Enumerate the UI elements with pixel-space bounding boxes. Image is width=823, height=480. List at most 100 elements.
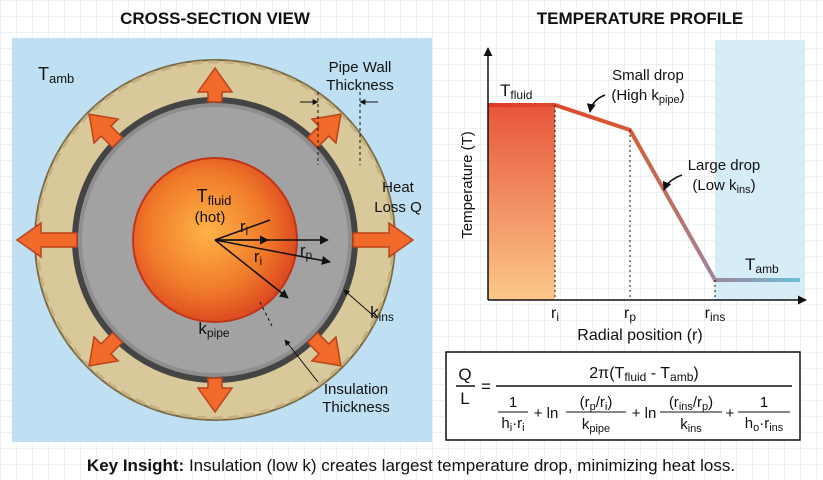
subscript: pipe bbox=[207, 326, 230, 340]
subscript: i bbox=[260, 254, 263, 268]
subscript: fluid bbox=[208, 193, 232, 208]
subscript: ins bbox=[710, 310, 725, 324]
key-insight: Key Insight: Insulation (low k) creates … bbox=[87, 456, 735, 475]
subscript: ins bbox=[688, 423, 703, 435]
text-part: r bbox=[254, 247, 260, 266]
heat-loss-label: Heat bbox=[382, 179, 415, 196]
pipe-wall-label: Thickness bbox=[326, 77, 394, 94]
subscript: amb bbox=[49, 71, 74, 86]
text-part: h bbox=[501, 415, 509, 432]
text-part: ) bbox=[607, 394, 612, 411]
subscript: pipe bbox=[659, 94, 680, 106]
formula-text: 1 bbox=[509, 394, 517, 411]
ambient-zone bbox=[715, 40, 805, 300]
text-part: ) bbox=[693, 365, 698, 382]
x-tick-label: ri bbox=[551, 305, 559, 324]
pointer bbox=[586, 94, 606, 113]
text-part: T bbox=[197, 186, 208, 206]
heat-arrow bbox=[88, 331, 124, 367]
text-part: r bbox=[705, 305, 711, 322]
text-part: r bbox=[240, 217, 246, 236]
x-tick-label: rins bbox=[705, 305, 726, 324]
text-part: ) bbox=[751, 177, 756, 194]
text-part: h bbox=[745, 415, 753, 432]
radius-label: rp bbox=[300, 241, 313, 262]
pointer bbox=[343, 289, 377, 319]
text-part: k bbox=[370, 303, 379, 322]
annotation: (Low kins) bbox=[692, 177, 755, 196]
formula-box bbox=[445, 351, 801, 441]
text-part: k bbox=[198, 319, 207, 338]
subscript: fluid bbox=[510, 88, 532, 102]
text-part: k bbox=[582, 416, 590, 433]
subscript: fluid bbox=[624, 370, 646, 384]
subscript: p bbox=[702, 401, 708, 413]
radius-label: ri bbox=[240, 217, 248, 238]
subscript: i bbox=[510, 422, 512, 434]
pipe-wall-label: Pipe Wall bbox=[329, 59, 392, 76]
text-part: 2π(T bbox=[589, 365, 624, 382]
pointer bbox=[662, 174, 683, 191]
text-part: (r bbox=[669, 394, 679, 411]
subscript: o bbox=[753, 422, 759, 434]
subscript: amb bbox=[670, 370, 694, 384]
fluid-fill bbox=[488, 105, 555, 300]
formula-text: (rp/ri) bbox=[580, 394, 613, 413]
text-part: /r bbox=[693, 394, 702, 411]
heat-arrows bbox=[15, 66, 415, 414]
heat-arrow bbox=[196, 66, 234, 103]
heat-arrow bbox=[352, 221, 415, 259]
heat-arrow bbox=[306, 113, 342, 149]
formula-text: + ln bbox=[632, 405, 657, 422]
conductivity-label: kins bbox=[370, 303, 394, 324]
conductivity-label: kpipe bbox=[198, 319, 230, 340]
subscript: p bbox=[305, 248, 312, 262]
text-part: ) bbox=[708, 394, 713, 411]
text-part: - T bbox=[646, 365, 670, 382]
subscript: pipe bbox=[589, 423, 610, 435]
subscript: i bbox=[246, 224, 249, 238]
subscript: ins bbox=[679, 401, 694, 413]
heat-arrow bbox=[196, 377, 234, 414]
section-title: TEMPERATURE PROFILE bbox=[537, 9, 744, 28]
heat-loss-label: Loss Q bbox=[374, 199, 422, 216]
fluid-temp-label: Tfluid bbox=[197, 186, 232, 208]
subscript: i bbox=[556, 310, 559, 324]
text-part: /r bbox=[596, 394, 605, 411]
fluid-temp-label: Tfluid bbox=[500, 81, 532, 102]
y-axis-label: Temperature (T) bbox=[459, 131, 476, 239]
subscript: ins bbox=[379, 310, 394, 324]
formula-text: 1 bbox=[760, 394, 768, 411]
text-part: ) bbox=[680, 87, 685, 104]
formula-text: + bbox=[726, 405, 735, 422]
radius-line bbox=[214, 239, 331, 265]
heat-arrow bbox=[306, 331, 342, 367]
ambient-temp-label: Tamb bbox=[38, 64, 74, 86]
x-tick-label: rp bbox=[624, 305, 636, 324]
text-part: T bbox=[500, 81, 510, 100]
subscript: ins bbox=[737, 184, 752, 196]
x-axis-label: Radial position (r) bbox=[577, 327, 702, 344]
text-part: ·r bbox=[512, 415, 522, 432]
wall-dim-line bbox=[259, 301, 273, 327]
annotation: Small drop bbox=[612, 67, 684, 84]
formula-text: kins bbox=[680, 416, 702, 435]
formula-text: kpipe bbox=[582, 416, 610, 435]
annotation: Large drop bbox=[688, 157, 761, 174]
subscript: i bbox=[605, 401, 607, 413]
formula-text: ho·rins bbox=[745, 415, 784, 434]
text-part: (High k bbox=[611, 87, 659, 104]
radius-line bbox=[214, 239, 289, 299]
heat-arrow bbox=[15, 221, 78, 259]
insulation-label: Thickness bbox=[322, 399, 390, 416]
formula-text: L bbox=[460, 389, 469, 408]
annotation: (High kpipe) bbox=[611, 87, 684, 106]
text-part: r bbox=[300, 241, 306, 260]
text-part: r bbox=[551, 305, 557, 322]
insight-label: Key Insight: bbox=[87, 456, 184, 475]
text-part: k bbox=[680, 416, 688, 433]
text-part: T bbox=[745, 255, 755, 274]
formula-text: Q bbox=[458, 365, 471, 384]
insulation-label: Insulation bbox=[324, 381, 388, 398]
